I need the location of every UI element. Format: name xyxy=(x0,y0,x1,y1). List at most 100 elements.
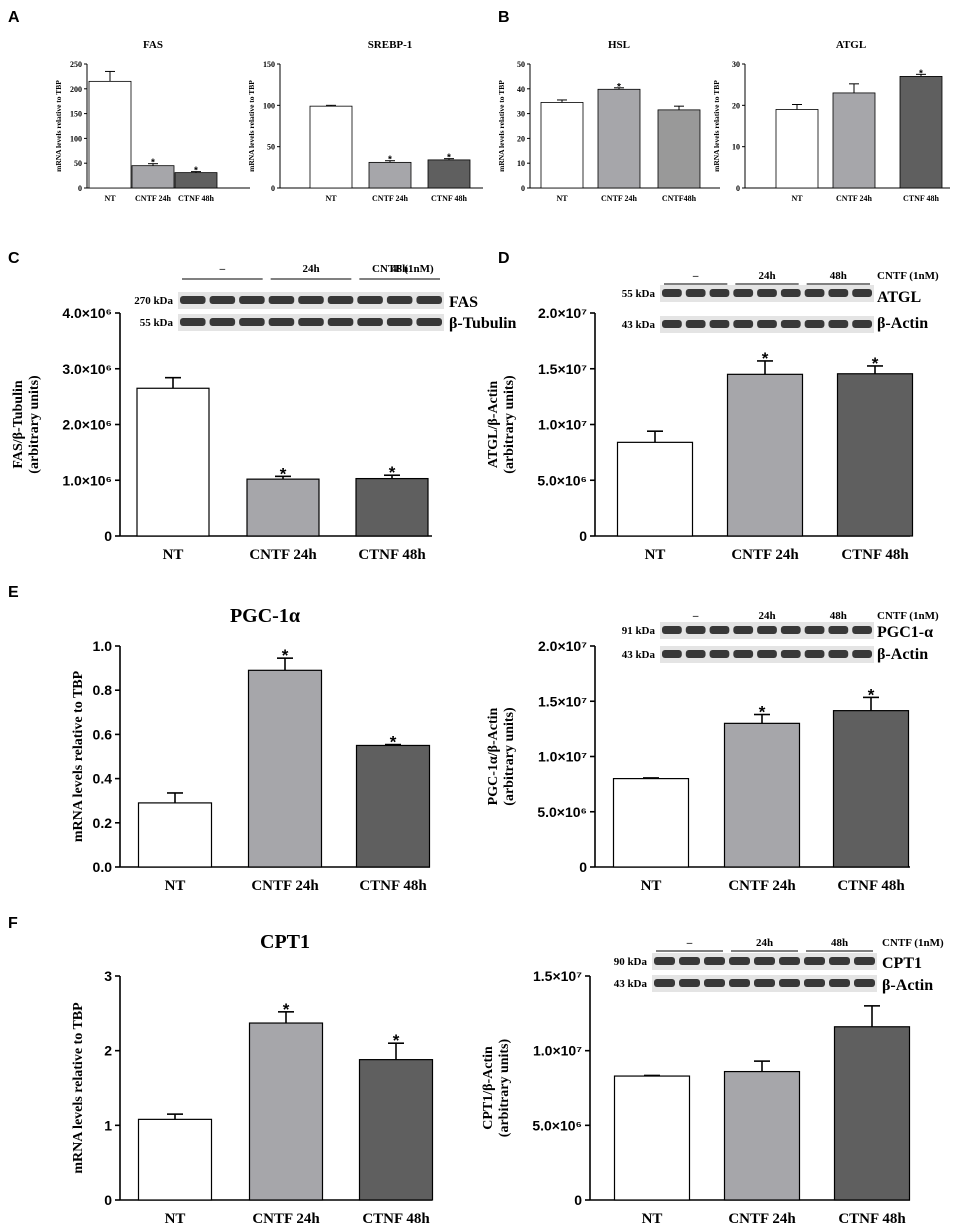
y-tick-label: 0.2 xyxy=(93,815,113,831)
y-tick-label: 2.0×10⁶ xyxy=(62,417,112,433)
blot-band xyxy=(662,650,682,658)
blot-band xyxy=(685,289,706,297)
y-tick-label: 5.0×10⁶ xyxy=(537,472,587,488)
y-tick-label: 150 xyxy=(70,110,82,119)
bar xyxy=(248,1022,324,1201)
y-tick-label: 1 xyxy=(104,1117,112,1133)
y-axis-label-units: (arbitrary units) xyxy=(502,707,517,806)
y-tick-label: 40 xyxy=(517,85,525,94)
y-tick-label: 200 xyxy=(70,85,82,94)
y-axis-label: mRNA levels relative to TBP xyxy=(712,80,721,172)
chart-c: 0 1.0×10⁶ 2.0×10⁶ 3.0×10⁶ 4.0×10⁶ NT * CNTF 24h… xyxy=(11,305,432,563)
blot-band xyxy=(828,650,849,658)
bar xyxy=(358,1059,434,1201)
panel-letter-a: A xyxy=(8,9,20,26)
y-tick-label: 30 xyxy=(732,60,740,69)
category-label: NT xyxy=(791,194,803,203)
significance-star: * xyxy=(759,703,766,722)
blot-band xyxy=(685,626,706,634)
y-tick-label: 1.0×10⁷ xyxy=(538,417,587,433)
y-tick-label: 3.0×10⁶ xyxy=(62,361,112,377)
y-tick-label: 0 xyxy=(579,859,587,875)
category-label: CNTF 24h xyxy=(252,1211,320,1226)
panel-letter-e: E xyxy=(8,584,19,601)
chart-e1: 0.0 0.2 0.4 0.6 0.8 1.0 NT * CNTF 24h * CTNF 48h PG… xyxy=(71,605,431,894)
chart-title: SREBP-1 xyxy=(368,39,413,51)
category-label: CNTF 24h xyxy=(836,194,872,203)
category-label: CNTF 24h xyxy=(251,878,319,894)
y-tick-label: 0 xyxy=(271,184,275,193)
bar xyxy=(836,373,914,537)
y-tick-label: 20 xyxy=(517,134,525,143)
y-tick-label: 3 xyxy=(104,968,112,984)
blot-band xyxy=(729,957,750,965)
y-tick-label: 2.0×10⁷ xyxy=(538,305,587,321)
significance-star: * xyxy=(280,464,287,483)
blot-band xyxy=(852,626,872,634)
blot-band xyxy=(239,318,265,326)
protein-label: ATGL xyxy=(877,289,921,306)
y-tick-label: 5.0×10⁶ xyxy=(537,804,587,820)
blot-band xyxy=(709,650,730,658)
treatment-label: CNTF (1nM) xyxy=(877,610,939,622)
blot-band xyxy=(780,626,801,634)
blot-band xyxy=(704,957,725,965)
treatment-label: CNTF (1nM) xyxy=(372,263,434,275)
y-axis-label: PGC-1α/β-Actin xyxy=(486,707,501,805)
significance-star: * xyxy=(868,685,875,704)
blot-band xyxy=(704,979,725,987)
blot-band xyxy=(854,979,875,987)
significance-star: * xyxy=(447,153,451,164)
blot-band xyxy=(829,979,850,987)
kda-label: 43 kDa xyxy=(614,978,648,990)
panel-letter-f: F xyxy=(8,915,18,932)
blot-band xyxy=(852,650,872,658)
bar xyxy=(775,109,819,189)
blot-band xyxy=(852,289,872,297)
category-label: CNTF 24h xyxy=(372,194,408,203)
blot-band xyxy=(729,979,750,987)
group-label: 24h xyxy=(758,270,775,282)
blot-band xyxy=(804,650,825,658)
group-label: – xyxy=(686,937,693,949)
blot-band xyxy=(654,957,675,965)
bar xyxy=(613,1075,691,1201)
blot-band xyxy=(733,320,754,328)
blot-band xyxy=(709,626,730,634)
blot-band xyxy=(780,650,801,658)
blot-band xyxy=(757,289,777,297)
y-axis-label: mRNA levels relative to TBP xyxy=(497,80,506,172)
blot-band xyxy=(685,650,706,658)
category-label: CTNF 48h xyxy=(431,194,467,203)
blot-band xyxy=(386,296,413,304)
y-tick-label: 5.0×10⁶ xyxy=(532,1117,582,1133)
chart-title: HSL xyxy=(608,39,630,51)
kda-label: 55 kDa xyxy=(622,288,656,300)
bar xyxy=(612,777,690,868)
group-label: 48h xyxy=(391,263,408,275)
blot-band xyxy=(754,957,775,965)
category-label: NT xyxy=(325,194,337,203)
protein-label: PGC1-α xyxy=(877,624,933,641)
category-label: NT xyxy=(165,1211,186,1226)
category-label: CTNF 48h xyxy=(362,1211,430,1226)
blot-band xyxy=(709,289,730,297)
category-label: NT xyxy=(641,878,662,894)
group-label: 48h xyxy=(830,270,847,282)
bar xyxy=(427,159,471,189)
chart-b2: 0 10 20 30 NT CNTF 24h * CTNF 48h ATGL mRNA level… xyxy=(712,39,950,203)
y-tick-label: 0 xyxy=(104,1192,112,1208)
bar xyxy=(833,1026,911,1201)
category-label: CTNF 48h xyxy=(359,878,427,894)
blot-band xyxy=(733,626,754,634)
significance-star: * xyxy=(919,68,923,79)
y-tick-label: 4.0×10⁶ xyxy=(62,305,112,321)
kda-label: 55 kDa xyxy=(140,317,174,329)
group-label: 24h xyxy=(758,610,775,622)
category-label: CNTF48h xyxy=(662,194,697,203)
y-tick-label: 1.0×10⁶ xyxy=(62,472,112,488)
y-tick-label: 0.4 xyxy=(93,771,113,787)
blot-band xyxy=(828,320,849,328)
